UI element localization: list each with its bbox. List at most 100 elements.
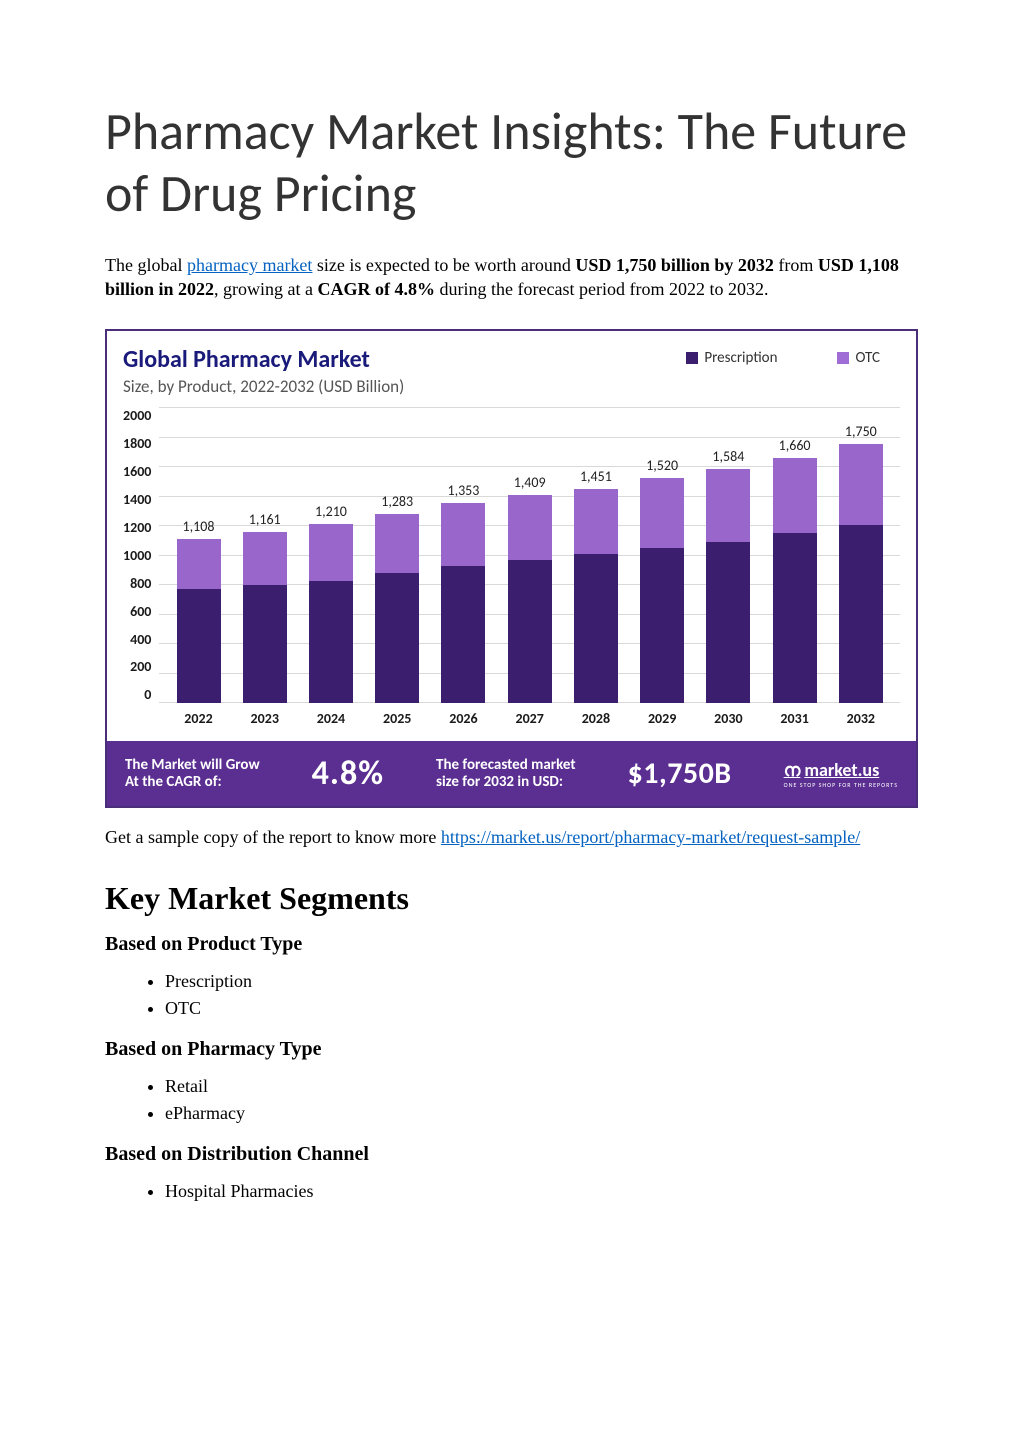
bar-total-label: 1,750: [845, 423, 877, 440]
x-tick: 2025: [370, 710, 424, 727]
x-axis: 2022202320242025202620272028202920302031…: [159, 710, 900, 727]
segment-list: RetailePharmacy: [105, 1073, 918, 1127]
x-tick: 2027: [503, 710, 557, 727]
bar-column: 1,210: [304, 503, 358, 703]
y-tick: 1800: [123, 435, 151, 452]
list-item: Retail: [165, 1073, 918, 1100]
pharmacy-market-link[interactable]: pharmacy market: [187, 255, 312, 275]
chart-container: Global Pharmacy Market Size, by Product,…: [105, 329, 918, 808]
chart-header: Global Pharmacy Market Size, by Product,…: [123, 345, 900, 397]
bar-column: 1,353: [436, 482, 490, 703]
segment-list: Hospital Pharmacies: [105, 1178, 918, 1205]
bar-total-label: 1,451: [580, 468, 612, 485]
bar-stack: [243, 532, 287, 704]
bar-segment-otc: [375, 514, 419, 574]
bar-segment-otc: [508, 495, 552, 560]
x-tick: 2026: [436, 710, 490, 727]
footer-cagr-value: 4.8%: [312, 753, 384, 794]
bar-segment-otc: [773, 458, 817, 533]
bar-stack: [839, 444, 883, 703]
segments-container: Based on Product TypePrescriptionOTCBase…: [105, 933, 918, 1205]
bar-segment-otc: [706, 469, 750, 542]
x-tick: 2031: [768, 710, 822, 727]
y-tick: 2000: [123, 407, 151, 424]
bar-segment-otc: [574, 489, 618, 554]
bar-total-label: 1,161: [249, 511, 281, 528]
chart-plot-area: 2000180016001400120010008006004002000 1,…: [123, 407, 900, 727]
intro-bold: USD 1,750 billion by 2032: [575, 255, 774, 275]
footer-left: The Market will Grow At the CAGR of:: [125, 757, 260, 792]
y-tick: 1200: [123, 519, 151, 536]
chart-legend: Prescription OTC: [686, 349, 880, 367]
chart-title: Global Pharmacy Market: [123, 345, 404, 374]
intro-text: The global: [105, 255, 187, 275]
bar-segment-otc: [441, 503, 485, 566]
bar-total-label: 1,353: [447, 482, 479, 499]
segment-group-title: Based on Distribution Channel: [105, 1143, 918, 1166]
intro-paragraph: The global pharmacy market size is expec…: [105, 253, 918, 302]
bar-total-label: 1,584: [712, 448, 744, 465]
legend-item: Prescription: [686, 349, 777, 367]
y-tick: 1000: [123, 547, 151, 564]
bars: 1,108 1,161 1,210 1,283 1,353 1,409 1,451 1,520…: [159, 407, 900, 727]
bar-segment-prescription: [243, 585, 287, 703]
bar-segment-prescription: [706, 542, 750, 703]
bar-segment-otc: [243, 532, 287, 585]
list-item: ePharmacy: [165, 1100, 918, 1127]
bar-stack: [441, 503, 485, 703]
bar-column: 1,520: [635, 457, 689, 703]
chart-footer: The Market will Grow At the CAGR of: 4.8…: [107, 741, 916, 806]
bar-column: 1,108: [172, 518, 226, 703]
sample-paragraph: Get a sample copy of the report to know …: [105, 826, 918, 849]
intro-text: , growing at a: [214, 279, 317, 299]
footer-value: $1,750B: [628, 755, 732, 792]
sample-link[interactable]: https://market.us/report/pharmacy-market…: [441, 827, 860, 847]
bar-total-label: 1,409: [514, 474, 546, 491]
bar-segment-otc: [309, 524, 353, 580]
brand-text: market.us: [804, 759, 879, 781]
bar-column: 1,283: [370, 493, 424, 704]
bar-stack: [773, 458, 817, 704]
intro-text: during the forecast period from 2022 to …: [435, 279, 768, 299]
bar-segment-prescription: [177, 589, 221, 703]
bar-column: 1,660: [768, 437, 822, 704]
x-tick: 2022: [172, 710, 226, 727]
legend-item: OTC: [837, 349, 880, 367]
bar-stack: [309, 524, 353, 703]
segment-group-title: Based on Pharmacy Type: [105, 1038, 918, 1061]
segments-heading: Key Market Segments: [105, 880, 918, 917]
footer-cagr-label: At the CAGR of:: [125, 773, 222, 791]
sample-prefix: Get a sample copy of the report to know …: [105, 827, 441, 847]
intro-bold: CAGR of 4.8%: [318, 279, 436, 299]
list-item: Prescription: [165, 968, 918, 995]
y-tick: 0: [123, 686, 151, 703]
legend-label: OTC: [855, 349, 880, 367]
bar-segment-prescription: [309, 581, 353, 704]
bar-segment-prescription: [574, 554, 618, 703]
segment-list: PrescriptionOTC: [105, 968, 918, 1022]
bars-wrap: 1,108 1,161 1,210 1,283 1,353 1,409 1,451 1,520…: [159, 407, 900, 727]
bar-column: 1,584: [701, 448, 755, 703]
bar-stack: [706, 469, 750, 703]
bar-column: 1,451: [569, 468, 623, 704]
footer-brand: നmarket.us ONE STOP SHOP FOR THE REPORTS: [784, 759, 898, 789]
bar-segment-prescription: [773, 533, 817, 703]
footer-grow-text: The Market will Grow: [125, 756, 260, 774]
bar-stack: [640, 478, 684, 703]
y-axis: 2000180016001400120010008006004002000: [123, 407, 159, 727]
intro-text: size is expected to be worth around: [312, 255, 575, 275]
chart-subtitle: Size, by Product, 2022-2032 (USD Billion…: [123, 376, 404, 397]
list-item: OTC: [165, 995, 918, 1022]
bar-segment-prescription: [640, 548, 684, 703]
legend-swatch: [837, 352, 849, 364]
legend-label: Prescription: [704, 349, 777, 367]
x-tick: 2032: [834, 710, 888, 727]
bar-segment-otc: [839, 444, 883, 525]
brand-icon: ന: [784, 759, 801, 781]
bar-stack: [177, 539, 221, 703]
bar-total-label: 1,210: [315, 503, 347, 520]
x-tick: 2029: [635, 710, 689, 727]
x-tick: 2024: [304, 710, 358, 727]
bar-stack: [508, 495, 552, 704]
footer-size-label: size for 2032 in USD:: [436, 773, 563, 791]
